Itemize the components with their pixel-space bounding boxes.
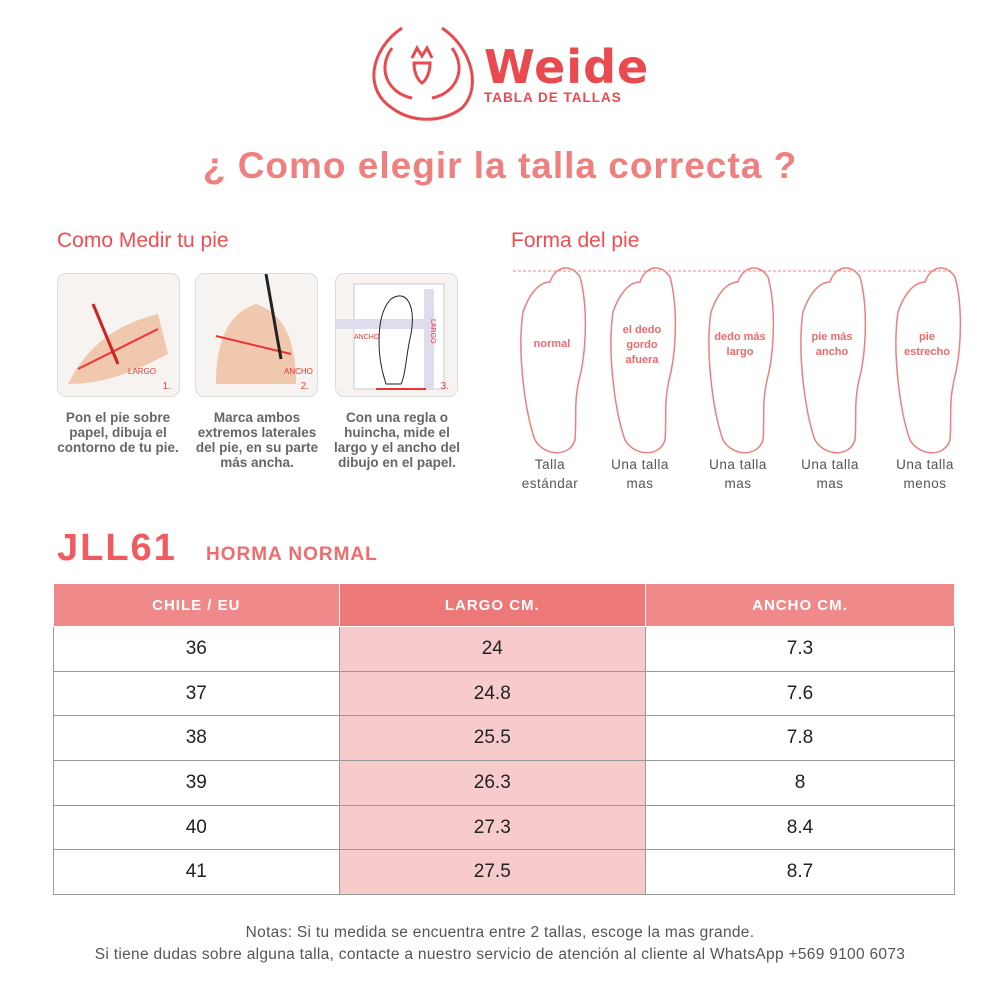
largo-cell: 27.3 bbox=[338, 804, 646, 851]
caption-line: Una talla bbox=[611, 457, 669, 472]
foot-shape-caption: Una talla mas bbox=[688, 455, 788, 493]
ancho-cell: 8 bbox=[644, 760, 956, 806]
size-table: CHILE / EU LARGO CM. ANCHO CM. 36 24 7.3 37… bbox=[53, 583, 956, 896]
caption-line: estándar bbox=[521, 476, 579, 491]
table-row: 40 27.3 8.4 bbox=[53, 804, 956, 851]
foot-shape-4: pie más ancho bbox=[795, 262, 885, 457]
step-number: 1. bbox=[162, 381, 171, 392]
ruler-paper-icon: ANCHO LARGO bbox=[336, 283, 445, 390]
weide-logo-icon bbox=[372, 26, 474, 121]
step-2-image: ANCHO 2. bbox=[195, 273, 318, 397]
step-2-caption: Marca ambos extremos laterales del pie, … bbox=[195, 410, 319, 470]
header-largo: LARGO CM. bbox=[338, 583, 646, 627]
largo-cell: 24 bbox=[338, 626, 646, 672]
note-1: Notas: Si tu medida se encuentra entre 2… bbox=[245, 924, 755, 941]
svg-text:ANCHO: ANCHO bbox=[284, 367, 313, 376]
svg-text:normal: normal bbox=[534, 338, 571, 350]
caption-line: Una talla bbox=[709, 457, 767, 472]
measure-title: Como Medir tu pie bbox=[57, 229, 229, 252]
svg-text:LARGO: LARGO bbox=[429, 319, 436, 344]
caption-line: mas bbox=[626, 476, 654, 491]
caption-line: mas bbox=[724, 476, 752, 491]
size-cell: 41 bbox=[53, 849, 340, 896]
caption-line: mas bbox=[816, 476, 844, 491]
toe-guide-line bbox=[513, 270, 953, 272]
table-row: 41 27.5 8.7 bbox=[53, 849, 956, 896]
caption-line: menos bbox=[903, 476, 947, 491]
note-2: Si tiene dudas sobre alguna talla, conta… bbox=[94, 946, 906, 963]
header-chile-eu: CHILE / EU bbox=[53, 583, 340, 627]
step-1-caption: Pon el pie sobre papel, dibuja el contor… bbox=[57, 410, 179, 455]
horma-label: HORMA NORMAL bbox=[206, 544, 378, 565]
caption-line: Una talla bbox=[801, 457, 859, 472]
foot-outline-icon: dedo más largo bbox=[708, 267, 775, 454]
notes: Notas: Si tu medida se encuentra entre 2… bbox=[0, 922, 1000, 966]
step-3-caption: Con una regla o huincha, mide el largo y… bbox=[333, 410, 461, 470]
step-number: 3. bbox=[440, 381, 449, 392]
foot-shape-caption: Una talla menos bbox=[875, 455, 975, 493]
ancho-cell: 7.6 bbox=[644, 670, 956, 717]
foot-shape-caption: Una talla mas bbox=[590, 455, 690, 493]
largo-cell: 24.8 bbox=[338, 670, 646, 717]
ancho-cell: 7.8 bbox=[644, 715, 956, 762]
table-row: 36 24 7.3 bbox=[53, 626, 956, 672]
ancho-cell: 7.3 bbox=[644, 626, 956, 672]
brand-name: Weide bbox=[484, 40, 650, 94]
svg-text:ANCHO: ANCHO bbox=[354, 334, 380, 341]
largo-cell: 26.3 bbox=[338, 760, 646, 806]
size-cell: 38 bbox=[53, 715, 340, 762]
ancho-cell: 8.4 bbox=[644, 804, 956, 851]
foot-shape-caption: Talla estándar bbox=[500, 455, 600, 493]
foot-outline-icon: el dedo gordo afuera bbox=[610, 267, 677, 454]
foot-shape-caption: Una talla mas bbox=[780, 455, 880, 493]
model-code: JLL61 bbox=[57, 527, 177, 569]
table-row: 39 26.3 8 bbox=[53, 760, 956, 806]
step-1-image: LARGO 1. bbox=[57, 273, 180, 397]
ancho-cell: 8.7 bbox=[644, 849, 956, 896]
page-title: ¿ Como elegir la talla correcta ? bbox=[202, 145, 798, 186]
largo-cell: 25.5 bbox=[338, 715, 646, 762]
foot-shape-1: normal bbox=[515, 262, 605, 457]
foot-outline-icon: pie más ancho bbox=[800, 267, 867, 454]
foot-ancho-icon: ANCHO bbox=[215, 274, 313, 384]
foot-outline-icon: normal bbox=[520, 267, 587, 454]
caption-line: Una talla bbox=[896, 457, 954, 472]
table-row: 37 24.8 7.6 bbox=[53, 670, 956, 717]
size-cell: 39 bbox=[53, 760, 340, 806]
size-cell: 36 bbox=[53, 626, 340, 672]
brand-tagline: TABLA DE TALLAS bbox=[484, 90, 622, 105]
shapes-title: Forma del pie bbox=[511, 229, 640, 252]
step-3-image: ANCHO LARGO 3. bbox=[335, 273, 458, 397]
foot-shape-3: dedo más largo bbox=[703, 262, 793, 457]
header-ancho: ANCHO CM. bbox=[644, 583, 956, 627]
largo-cell: 27.5 bbox=[338, 849, 646, 896]
size-cell: 37 bbox=[53, 670, 340, 717]
svg-text:LARGO: LARGO bbox=[128, 367, 156, 376]
table-row: 38 25.5 7.8 bbox=[53, 715, 956, 762]
foot-shape-2: el dedo gordo afuera bbox=[605, 262, 695, 457]
caption-line: Talla bbox=[534, 457, 566, 472]
foot-shape-5: pie estrecho bbox=[890, 262, 980, 457]
foot-largo-icon: LARGO bbox=[68, 303, 168, 384]
size-cell: 40 bbox=[53, 804, 340, 851]
foot-outline-icon: pie estrecho bbox=[895, 267, 962, 454]
step-number: 2. bbox=[300, 381, 309, 392]
